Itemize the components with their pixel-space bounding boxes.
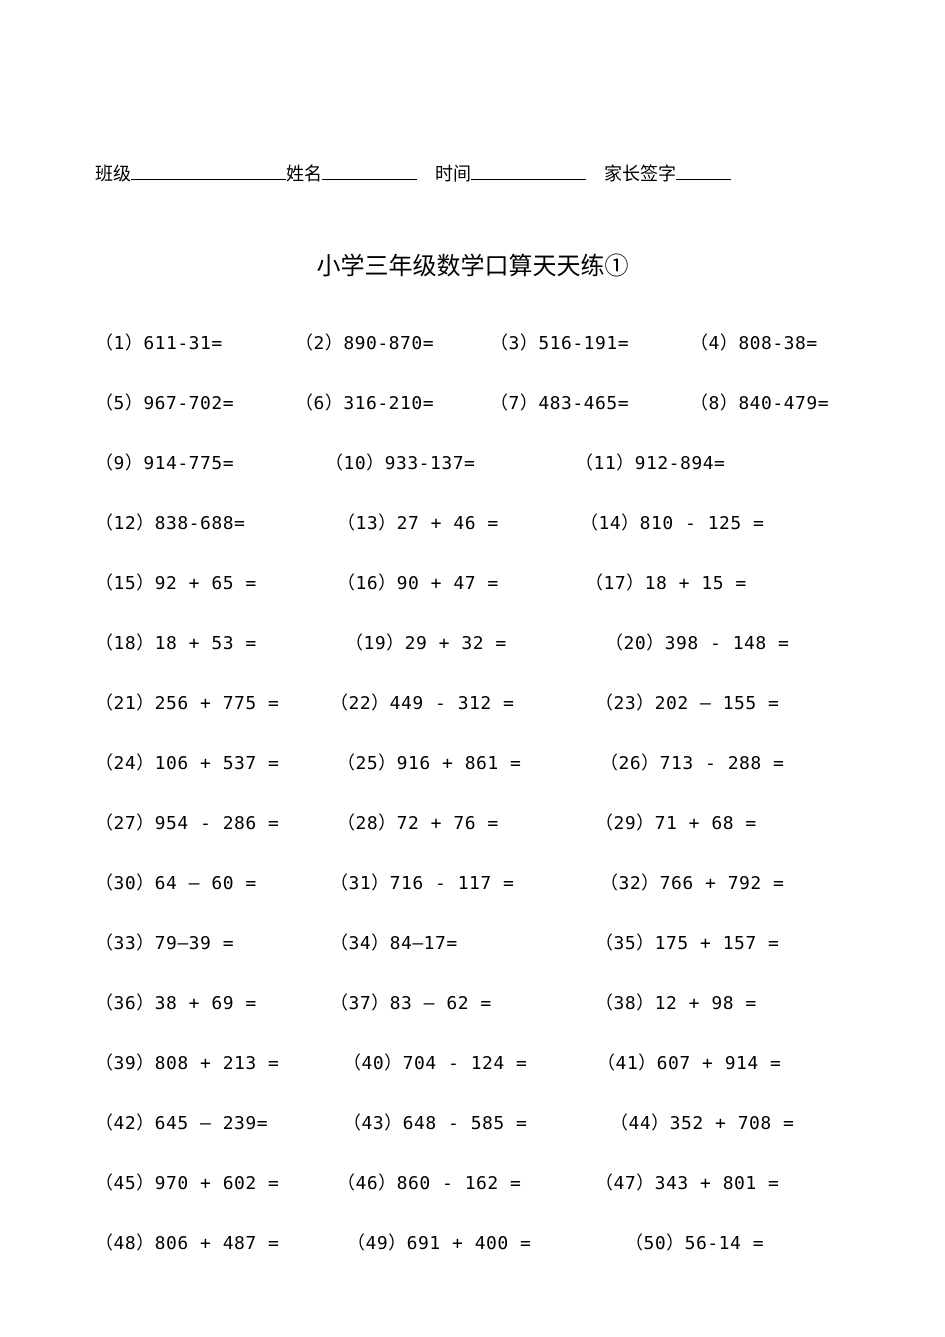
problem-item: （22）449 - 312 = (325, 689, 575, 715)
class-label: 班级 (95, 160, 131, 186)
problem-item: （40）704 - 124 = (325, 1049, 575, 1075)
problem-row: （33）79—39 =（34）84—17=（35）175 + 157 = (95, 929, 850, 955)
problem-item: （45）970 + 602 = (95, 1169, 325, 1195)
problem-item: （21）256 + 775 = (95, 689, 325, 715)
problem-row: （39）808 + 213 =（40）704 - 124 =（41）607 + … (95, 1049, 850, 1075)
problem-row: （24）106 + 537 =（25）916 + 861 =（26）713 - … (95, 749, 850, 775)
problem-item: （35）175 + 157 = (575, 929, 850, 955)
problem-row: （18）18 + 53 =（19）29 + 32 =（20）398 - 148 … (95, 629, 850, 655)
problem-item: （33）79—39 = (95, 929, 325, 955)
problem-item: （18）18 + 53 = (95, 629, 325, 655)
problem-item: （11）912-894= (575, 449, 850, 475)
problem-item: （46）860 - 162 = (325, 1169, 575, 1195)
problem-item: （19）29 + 32 = (325, 629, 575, 655)
problem-row: （5）967-702=（6）316-210=（7）483-465=（8）840-… (95, 389, 850, 415)
problem-row: （36）38 + 69 =（37）83 — 62 =（38）12 + 98 = (95, 989, 850, 1015)
problem-row: （9）914-775=（10）933-137=（11）912-894= (95, 449, 850, 475)
problem-item: （41）607 + 914 = (575, 1049, 850, 1075)
problem-item: （29）71 + 68 = (575, 809, 850, 835)
name-label: 姓名 (286, 160, 322, 186)
problem-item: （31）716 - 117 = (325, 869, 575, 895)
problem-row: （42）645 — 239=（43）648 - 585 =（44）352 + 7… (95, 1109, 850, 1135)
problem-item: （42）645 — 239= (95, 1109, 325, 1135)
class-blank[interactable] (131, 162, 286, 180)
time-label: 时间 (435, 160, 471, 186)
problem-item: （37）83 — 62 = (325, 989, 575, 1015)
page-title: 小学三年级数学口算天天练① (95, 246, 850, 281)
problem-item: （30）64 — 60 = (95, 869, 325, 895)
problem-item: （38）12 + 98 = (575, 989, 850, 1015)
problem-item: （47）343 + 801 = (575, 1169, 850, 1195)
problem-item: （20）398 - 148 = (575, 629, 850, 655)
problem-row: （45）970 + 602 =（46）860 - 162 =（47）343 + … (95, 1169, 850, 1195)
problem-item: （7）483-465= (490, 389, 690, 415)
problem-item: （48）806 + 487 = (95, 1229, 325, 1255)
parent-label: 家长签字 (604, 160, 676, 186)
problem-item: （43）648 - 585 = (325, 1109, 575, 1135)
parent-blank[interactable] (676, 162, 731, 180)
problem-item: （23）202 – 155 = (575, 689, 850, 715)
problems-container: （1）611-31=（2）890-870=（3）516-191=（4）808-3… (95, 329, 850, 1255)
problem-item: （8）840-479= (690, 389, 850, 415)
name-blank[interactable] (322, 162, 417, 180)
problem-item: （25）916 + 861 = (325, 749, 575, 775)
problem-item: （12）838-688= (95, 509, 325, 535)
problem-item: （26）713 - 288 = (575, 749, 850, 775)
problem-row: （27）954 - 286 =（28）72 + 76 =（29）71 + 68 … (95, 809, 850, 835)
problem-row: （30）64 — 60 =（31）716 - 117 =（32）766 + 79… (95, 869, 850, 895)
problem-row: （15）92 + 65 =（16）90 + 47 =（17）18 + 15 = (95, 569, 850, 595)
problem-item: （5）967-702= (95, 389, 295, 415)
problem-item: （24）106 + 537 = (95, 749, 325, 775)
problem-row: （12）838-688=（13）27 + 46 =（14）810 - 125 = (95, 509, 850, 535)
problem-item: （6）316-210= (295, 389, 490, 415)
problem-item: （49）691 + 400 = (325, 1229, 575, 1255)
problem-item: （28）72 + 76 = (325, 809, 575, 835)
problem-row: （21）256 + 775 =（22）449 - 312 =（23）202 – … (95, 689, 850, 715)
header-fields: 班级 姓名 时间 家长签字 (95, 160, 850, 186)
problem-item: （4）808-38= (690, 329, 850, 355)
problem-item: （13）27 + 46 = (325, 509, 575, 535)
problem-item: （17）18 + 15 = (575, 569, 850, 595)
problem-item: （27）954 - 286 = (95, 809, 325, 835)
problem-item: （14）810 - 125 = (575, 509, 850, 535)
problem-row: （48）806 + 487 =（49）691 + 400 =（50）56-14 … (95, 1229, 850, 1255)
problem-item: （1）611-31= (95, 329, 295, 355)
problem-item: （16）90 + 47 = (325, 569, 575, 595)
problem-item: （44）352 + 708 = (575, 1109, 850, 1135)
problem-item: （39）808 + 213 = (95, 1049, 325, 1075)
problem-item: （10）933-137= (325, 449, 575, 475)
problem-row: （1）611-31=（2）890-870=（3）516-191=（4）808-3… (95, 329, 850, 355)
problem-item: （3）516-191= (490, 329, 690, 355)
problem-item: （50）56-14 = (575, 1229, 850, 1255)
problem-item: （15）92 + 65 = (95, 569, 325, 595)
problem-item: （34）84—17= (325, 929, 575, 955)
problem-item: （36）38 + 69 = (95, 989, 325, 1015)
problem-item: （2）890-870= (295, 329, 490, 355)
problem-item: （32）766 + 792 = (575, 869, 850, 895)
problem-item: （9）914-775= (95, 449, 325, 475)
time-blank[interactable] (471, 162, 586, 180)
